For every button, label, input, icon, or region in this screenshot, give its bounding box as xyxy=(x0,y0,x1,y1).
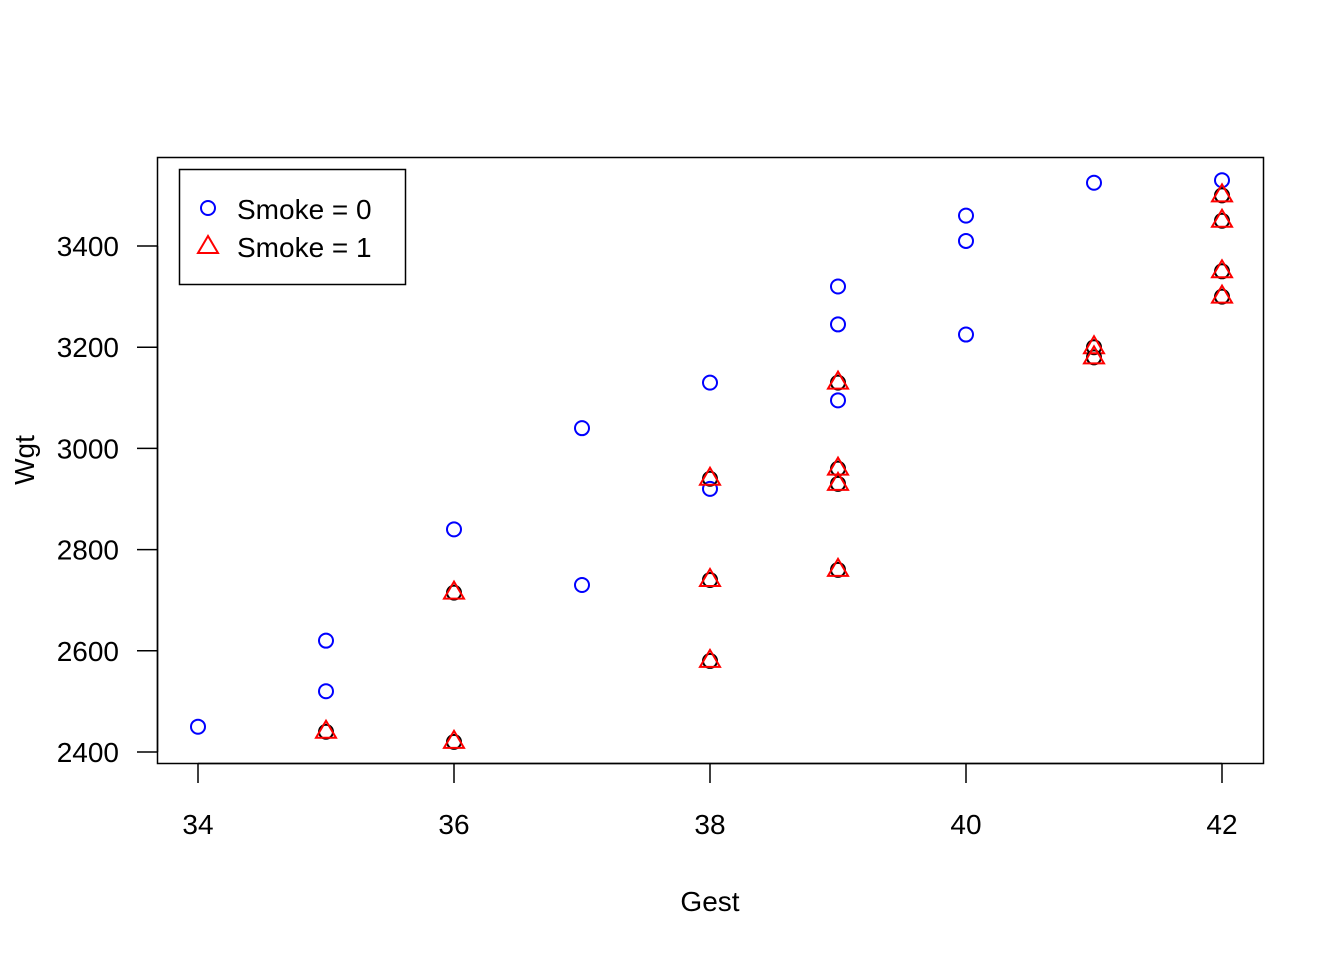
y-tick-label: 2800 xyxy=(57,535,119,566)
y-tick-label: 3000 xyxy=(57,433,119,464)
point-smoke-1 xyxy=(698,647,722,668)
point-smoke-0 xyxy=(830,392,846,409)
x-tick-label: 36 xyxy=(438,809,469,840)
point-smoke-0 xyxy=(1086,174,1102,191)
point-smoke-1-circle xyxy=(702,571,718,588)
y-tick-label: 3200 xyxy=(57,332,119,363)
point-smoke-0 xyxy=(574,420,590,437)
point-smoke-0 xyxy=(1214,172,1230,189)
point-smoke-0 xyxy=(830,278,846,295)
legend-triangle-icon xyxy=(196,234,220,254)
point-smoke-1-circle xyxy=(1214,263,1230,280)
point-smoke-0 xyxy=(702,374,718,391)
point-smoke-0 xyxy=(958,207,974,224)
point-smoke-1 xyxy=(826,556,850,577)
point-smoke-1 xyxy=(1210,283,1234,304)
point-smoke-1 xyxy=(1082,334,1106,355)
point-smoke-1 xyxy=(442,728,466,749)
point-smoke-0 xyxy=(958,326,974,343)
x-tick-label: 42 xyxy=(1206,809,1237,840)
point-smoke-1 xyxy=(698,465,722,486)
point-smoke-1-circle xyxy=(446,733,462,750)
y-tick-label: 3400 xyxy=(57,231,119,262)
legend-circle-icon xyxy=(200,200,216,216)
y-axis-label: Wgt xyxy=(9,435,40,485)
point-smoke-1 xyxy=(314,718,338,739)
point-smoke-1-circle xyxy=(1214,288,1230,305)
y-tick-label: 2400 xyxy=(57,737,119,768)
point-smoke-1 xyxy=(1082,344,1106,365)
point-smoke-1-circle xyxy=(1214,187,1230,204)
y-tick-label: 2600 xyxy=(57,636,119,667)
legend-label-smoke-1: Smoke = 1 xyxy=(237,232,372,263)
point-smoke-1 xyxy=(1210,207,1234,228)
point-smoke-0 xyxy=(446,521,462,538)
data-points xyxy=(190,172,1234,750)
legend: Smoke = 0 Smoke = 1 xyxy=(178,168,407,286)
point-smoke-1-circle xyxy=(702,470,718,487)
point-smoke-0 xyxy=(574,577,590,594)
y-axis: 2400 2600 2800 3000 3200 3400 xyxy=(57,231,159,768)
point-smoke-1-circle xyxy=(830,475,846,492)
point-smoke-1 xyxy=(698,566,722,587)
point-smoke-0 xyxy=(958,232,974,249)
point-smoke-1 xyxy=(826,470,850,491)
point-smoke-1 xyxy=(442,579,466,600)
x-axis-label: Gest xyxy=(680,886,739,917)
point-smoke-0 xyxy=(830,316,846,333)
point-smoke-0 xyxy=(190,718,206,735)
x-tick-label: 34 xyxy=(182,809,213,840)
point-smoke-1-circle xyxy=(830,561,846,578)
x-tick-label: 40 xyxy=(950,809,981,840)
point-smoke-0 xyxy=(318,683,334,700)
point-smoke-1-circle xyxy=(830,374,846,391)
point-smoke-1 xyxy=(826,369,850,390)
point-smoke-1-circle xyxy=(446,584,462,601)
legend-label-smoke-0: Smoke = 0 xyxy=(237,194,372,225)
point-smoke-1-circle xyxy=(702,652,718,669)
x-tick-label: 38 xyxy=(694,809,725,840)
point-smoke-0 xyxy=(702,480,718,497)
point-smoke-1-circle xyxy=(318,723,334,740)
point-smoke-1-circle xyxy=(1214,212,1230,229)
x-axis: 34 36 38 40 42 xyxy=(182,762,1238,840)
point-smoke-1 xyxy=(1210,182,1234,203)
legend-box xyxy=(178,168,407,286)
point-smoke-0 xyxy=(318,632,334,649)
point-smoke-1 xyxy=(1210,258,1234,279)
